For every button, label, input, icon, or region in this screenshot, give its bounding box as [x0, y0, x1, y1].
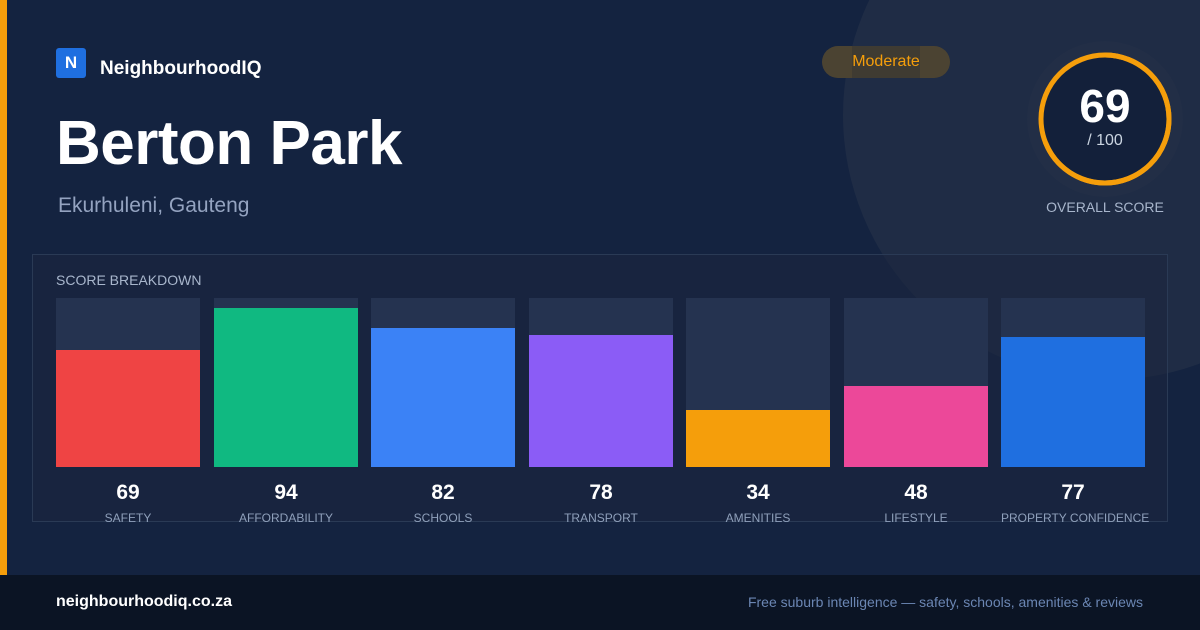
overall-score-value: 69 — [1079, 80, 1131, 132]
footer: neighbourhoodiq.co.za Free suburb intell… — [0, 575, 1200, 630]
bar — [686, 410, 830, 467]
suburb-location: Ekurhuleni, Gauteng — [58, 194, 250, 217]
brand-name: NeighbourhoodIQ — [100, 58, 262, 79]
accent-bar — [0, 0, 7, 575]
score-breakdown-panel: SCORE BREAKDOWN 69 SAFETY 94 AFFORDABILITY 8… — [32, 254, 1169, 525]
bar-track — [686, 298, 830, 467]
rating-badge-label: Moderate — [852, 53, 920, 70]
bar-category-label: AMENITIES — [725, 511, 791, 525]
bar-column-schools: 82 SCHOOLS — [371, 298, 515, 525]
overall-score-label: OVERALL SCORE — [1046, 199, 1164, 215]
bar — [371, 328, 515, 467]
gauge-inner — [1041, 55, 1169, 183]
suburb-title: Berton Park — [56, 109, 402, 178]
bar-value-label: 78 — [589, 481, 613, 504]
bar — [214, 308, 358, 467]
bar-track — [1001, 298, 1145, 467]
breakdown-title: SCORE BREAKDOWN — [56, 272, 202, 288]
rating-badge: Moderate — [822, 46, 950, 78]
bar-value-label: 77 — [1061, 481, 1085, 504]
bar — [1001, 337, 1145, 467]
overall-score-gauge: 69 / 100 — [1027, 41, 1183, 197]
brand-logo-icon: N — [56, 48, 86, 78]
bar-column-lifestyle: 48 LIFESTYLE — [844, 298, 988, 525]
footer-tagline: Free suburb intelligence — safety, schoo… — [747, 594, 1143, 610]
bar-track — [214, 298, 358, 467]
bar-track — [529, 298, 673, 467]
gauge-progress-arc — [1038, 52, 1172, 186]
bar-track — [371, 298, 515, 467]
bar-value-label: 94 — [274, 481, 298, 504]
gauge-ring — [1027, 41, 1183, 197]
bar-value-label: 82 — [431, 481, 455, 504]
bar-column-amenities: 34 AMENITIES — [686, 298, 830, 525]
bar-value-label: 48 — [904, 481, 928, 504]
bar-column-transport: 78 TRANSPORT — [529, 298, 673, 525]
bar — [844, 386, 988, 467]
bar-category-label: AFFORDABILITY — [238, 511, 333, 525]
footer-url: neighbourhoodiq.co.za — [56, 593, 232, 610]
bar-track — [56, 298, 200, 467]
bar-column-property-confidence: 77 PROPERTY CONFIDENCE — [1001, 298, 1150, 525]
bar-category-label: LIFESTYLE — [884, 511, 948, 525]
bar-column-affordability: 94 AFFORDABILITY — [214, 298, 358, 525]
bar-track — [844, 298, 988, 467]
bar-value-label: 69 — [116, 481, 140, 504]
bar — [529, 335, 673, 467]
breakdown-bar-chart: 69 SAFETY 94 AFFORDABILITY 82 SCHOOLS 78 TRANSP… — [33, 255, 1169, 525]
overall-score-max: / 100 — [1087, 132, 1123, 149]
bar-category-label: TRANSPORT — [564, 511, 638, 525]
brand: N NeighbourhoodIQ — [56, 46, 261, 80]
bar-category-label: SCHOOLS — [413, 511, 473, 525]
bar-category-label: PROPERTY CONFIDENCE — [1001, 511, 1150, 525]
bar-column-safety: 69 SAFETY — [56, 298, 200, 525]
bar-category-label: SAFETY — [104, 511, 152, 525]
bar — [56, 350, 200, 467]
bar-value-label: 34 — [746, 481, 770, 504]
